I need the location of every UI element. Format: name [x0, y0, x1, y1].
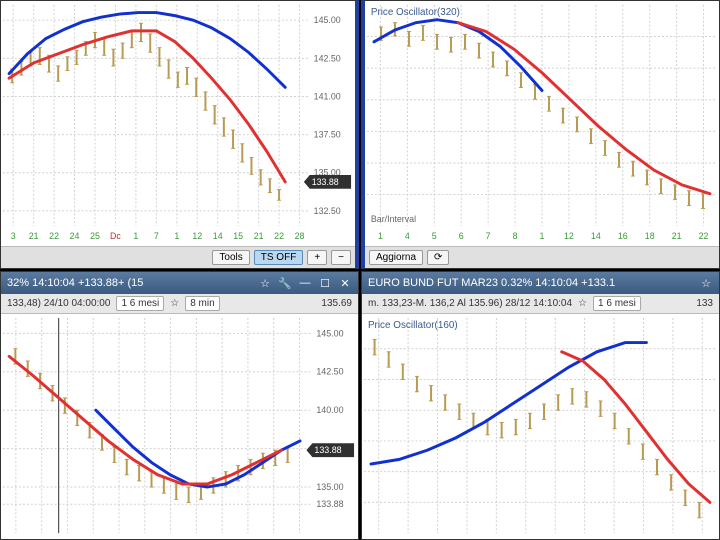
minimize-icon[interactable]: — [298, 276, 312, 290]
svg-text:137.50: 137.50 [314, 130, 341, 140]
svg-text:22: 22 [699, 231, 709, 241]
svg-text:142.50: 142.50 [314, 53, 341, 63]
svg-text:3: 3 [11, 231, 16, 241]
svg-text:14: 14 [213, 231, 223, 241]
svg-text:133.88: 133.88 [314, 445, 341, 455]
toolbar-tr: Aggiorna ⟳ [365, 246, 719, 268]
svg-text:1: 1 [378, 231, 383, 241]
title-text-br: EURO BUND FUT MAR23 0.32% 14:10:04 +133.… [368, 277, 615, 289]
panel-bottom-left: 32% 14:10:04 +133.88+ (15 ☆ 🔧 — ☐ ✕ 133,… [0, 271, 359, 540]
svg-text:145.00: 145.00 [314, 15, 341, 25]
panel-top-left: 132.50135.00137.50141.00142.50145.003212… [0, 0, 359, 269]
svg-text:25: 25 [90, 231, 100, 241]
chart-grid: 132.50 135.00 137.50 141.00 142.50 145.00 3 21 2… [0, 0, 720, 540]
svg-text:22: 22 [274, 231, 284, 241]
svg-text:1: 1 [133, 231, 138, 241]
svg-text:132.50: 132.50 [314, 206, 341, 216]
svg-text:12: 12 [564, 231, 574, 241]
svg-text:14: 14 [591, 231, 601, 241]
svg-text:21: 21 [29, 231, 39, 241]
close-icon[interactable]: ✕ [338, 276, 352, 290]
svg-text:142.50: 142.50 [316, 367, 343, 377]
svg-text:133.88: 133.88 [316, 499, 343, 509]
title-text-bl: 32% 14:10:04 +133.88+ (15 [7, 277, 143, 289]
svg-text:21: 21 [672, 231, 682, 241]
svg-text:133.88: 133.88 [312, 177, 339, 187]
svg-text:28: 28 [295, 231, 305, 241]
svg-text:7: 7 [486, 231, 491, 241]
panel-bottom-right: EURO BUND FUT MAR23 0.32% 14:10:04 +133.… [361, 271, 720, 540]
star2-icon-br[interactable]: ☆ [578, 298, 587, 309]
infobar-br: m. 133,23-M. 136,2 Al 135.96) 28/12 14:1… [362, 294, 719, 314]
svg-text:140.00: 140.00 [316, 405, 343, 415]
svg-text:Price Oscillator(160): Price Oscillator(160) [368, 320, 458, 331]
info-right-bl: 135.69 [321, 298, 352, 309]
svg-text:24: 24 [70, 231, 80, 241]
svg-text:18: 18 [645, 231, 655, 241]
wrench-icon[interactable]: 🔧 [278, 276, 292, 290]
star-icon[interactable]: ☆ [258, 276, 272, 290]
svg-text:Price Oscillator(320): Price Oscillator(320) [371, 7, 460, 18]
star2-icon[interactable]: ☆ [170, 298, 179, 309]
refresh-icon[interactable]: ⟳ [427, 250, 449, 265]
svg-text:6: 6 [459, 231, 464, 241]
svg-text:22: 22 [49, 231, 59, 241]
svg-text:12: 12 [192, 231, 202, 241]
svg-text:5: 5 [432, 231, 437, 241]
svg-text:8: 8 [513, 231, 518, 241]
titlebar-br: EURO BUND FUT MAR23 0.32% 14:10:04 +133.… [362, 272, 719, 294]
chart-area-bl[interactable]: 133.88135.00137.50140.00142.50145.00133.… [1, 314, 358, 539]
maximize-icon[interactable]: ☐ [318, 276, 332, 290]
aggiorna-button[interactable]: Aggiorna [369, 250, 423, 265]
panel-top-right: 1456781121416182122Price Oscillator(320)… [361, 0, 720, 269]
svg-text:1: 1 [174, 231, 179, 241]
svg-text:141.00: 141.00 [314, 91, 341, 101]
svg-text:Bar/Interval: Bar/Interval [371, 214, 416, 224]
interval-select-bl[interactable]: 8 min [185, 296, 219, 311]
svg-text:7: 7 [154, 231, 159, 241]
chart-area-tl[interactable]: 132.50135.00137.50141.00142.50145.003212… [1, 1, 355, 246]
svg-text:1: 1 [540, 231, 545, 241]
svg-text:145.00: 145.00 [316, 328, 343, 338]
info-right-br: 133 [696, 298, 713, 309]
svg-text:Dc: Dc [110, 231, 121, 241]
titlebar-bl: 32% 14:10:04 +133.88+ (15 ☆ 🔧 — ☐ ✕ [1, 272, 358, 294]
period-select-br[interactable]: 1 6 mesi [593, 296, 641, 311]
chart-area-br[interactable]: Price Oscillator(160) [362, 314, 719, 539]
svg-text:16: 16 [618, 231, 628, 241]
info-left-br: m. 133,23-M. 136,2 Al 135.96) 28/12 14:1… [368, 298, 572, 309]
tools-button[interactable]: Tools [212, 250, 249, 265]
infobar-bl: 133,48) 24/10 04:00:00 1 6 mesi ☆ 8 min … [1, 294, 358, 314]
info-left-bl: 133,48) 24/10 04:00:00 [7, 298, 110, 309]
plus-button[interactable]: + [307, 250, 327, 265]
svg-text:21: 21 [254, 231, 264, 241]
svg-text:135.00: 135.00 [316, 482, 343, 492]
minus-button[interactable]: − [331, 250, 351, 265]
svg-text:4: 4 [405, 231, 410, 241]
ts-off-button[interactable]: TS OFF [254, 250, 304, 265]
chart-area-tr[interactable]: 1456781121416182122Price Oscillator(320)… [365, 1, 719, 246]
svg-text:15: 15 [233, 231, 243, 241]
period-select-bl[interactable]: 1 6 mesi [116, 296, 164, 311]
toolbar-tl: Tools TS OFF + − [1, 246, 355, 268]
star-icon-br[interactable]: ☆ [699, 276, 713, 290]
